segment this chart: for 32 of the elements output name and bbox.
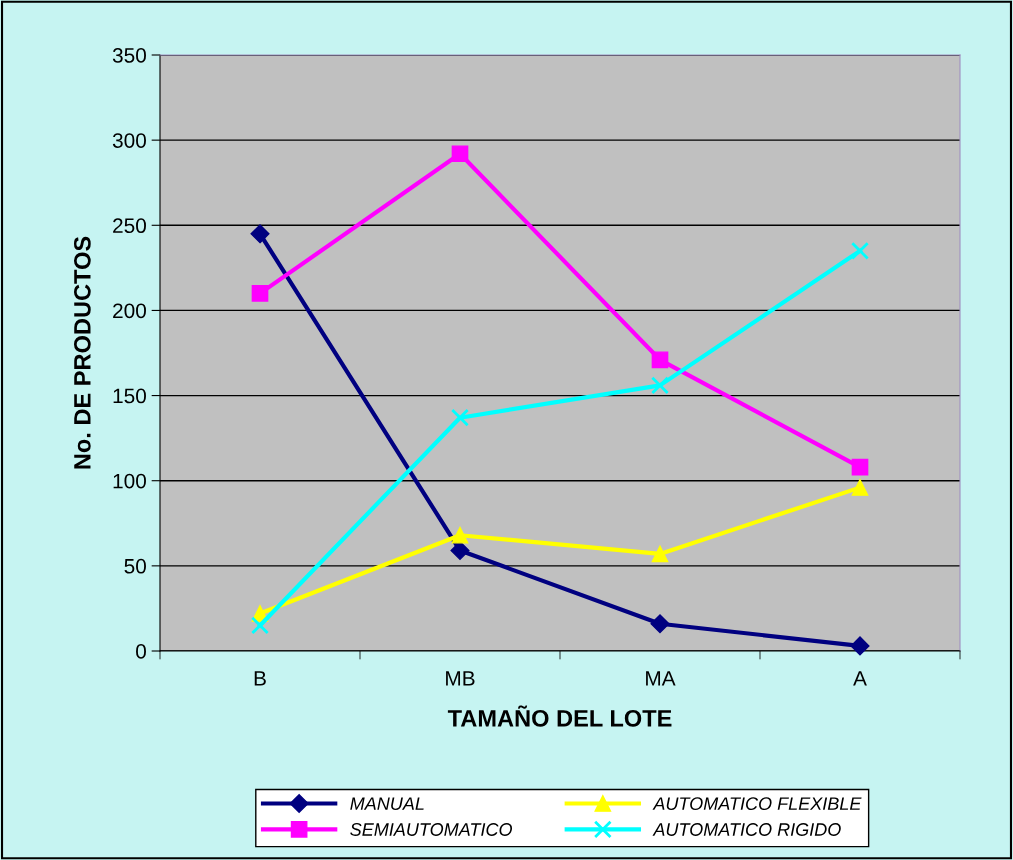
x-tick-label: MA (646, 671, 676, 686)
point (850, 241, 870, 260)
y-tick-label: 350 (112, 48, 146, 63)
y-axis-title: No. DE PRODUCTOS (74, 236, 91, 469)
y-tick-label: 200 (113, 303, 146, 319)
legend-label: MANUAL (350, 797, 424, 811)
x-tick-label: B (254, 671, 266, 686)
point (851, 458, 869, 476)
legend-label: AUTOMATICO FLEXIBLE (652, 797, 862, 811)
y-tick-label: 50 (124, 558, 146, 574)
point (451, 526, 469, 544)
point (850, 636, 870, 656)
point (650, 614, 670, 634)
point (851, 479, 869, 496)
legend-label: SEMIAUTOMATICO (350, 823, 513, 836)
point (651, 351, 669, 369)
point (650, 376, 670, 395)
x-axis-title: TAMAÑO DEL LOTE (447, 705, 672, 727)
x-tick-label: MB (446, 671, 475, 686)
y-tick-label: 100 (113, 473, 146, 489)
point (651, 545, 669, 563)
y-tick-label: 150 (113, 388, 146, 404)
point (451, 145, 469, 163)
y-tick-label: 300 (112, 133, 146, 148)
point (251, 285, 269, 302)
x-tick-label: A (853, 671, 867, 686)
point (250, 224, 270, 244)
point (250, 616, 270, 635)
y-tick-label: 0 (136, 644, 146, 659)
y-tick-label: 250 (113, 218, 146, 234)
point (450, 408, 470, 427)
legend-label: AUTOMATICO RIGIDO (652, 823, 841, 836)
